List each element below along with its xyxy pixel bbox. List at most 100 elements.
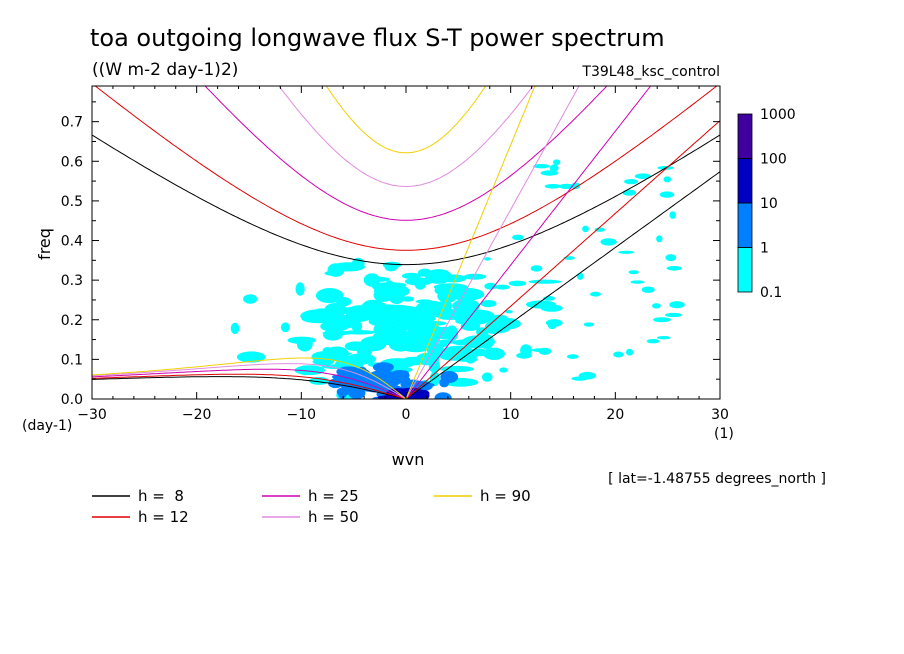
dispersion-curve-h8 (92, 134, 720, 399)
power-patch (428, 274, 442, 280)
power-patch (451, 339, 485, 346)
colorbar-swatch (737, 247, 753, 293)
x-unit-label: (1) (714, 426, 734, 442)
power-patch (384, 304, 413, 315)
power-patch (445, 325, 459, 342)
power-patch (415, 299, 433, 304)
power-patch (319, 290, 338, 298)
kelvin-curve-h8 (405, 171, 720, 399)
dispersion-curves (92, 86, 720, 399)
power-speck (530, 265, 543, 272)
x-tick-label: 30 (711, 407, 729, 423)
power-patch (480, 300, 497, 308)
dispersion-curve-h12 (92, 86, 720, 399)
power-speck (545, 319, 563, 327)
power-patch (398, 319, 419, 330)
power-patch (379, 282, 407, 288)
chart-subtitle: ((W m-2 day-1)2) (92, 60, 238, 80)
power-patch (280, 322, 290, 333)
power-patch (323, 329, 343, 341)
y-tick-label: 0.0 (61, 392, 83, 408)
colorbar-label: 10 (760, 196, 778, 212)
power-patch (499, 367, 508, 373)
power-speck (512, 234, 524, 241)
power-patch (236, 351, 266, 363)
power-speck (553, 159, 561, 165)
power-patch (463, 273, 487, 280)
power-patch (346, 309, 360, 316)
kelvin-curve-h25 (405, 86, 652, 399)
legend-item-h12: h = 12 (92, 508, 189, 526)
x-tick-label: −10 (287, 407, 317, 423)
colorbar: 0.1 1 10 100 1000 (737, 107, 796, 301)
power-patch (378, 386, 393, 392)
power-patch (428, 359, 440, 373)
power-patch (357, 366, 368, 376)
power-patch (481, 372, 493, 382)
rossby-curve-h25 (92, 368, 407, 399)
power-patch (312, 358, 335, 366)
power-speck (659, 191, 675, 198)
power-patch (390, 331, 405, 336)
power-speck (626, 348, 634, 356)
legend-item-h90: h = 90 (434, 487, 531, 505)
power-patch (372, 362, 394, 373)
power-speck (582, 225, 589, 233)
power-specks (437, 159, 685, 381)
power-patch (495, 284, 510, 290)
power-patch (320, 320, 349, 332)
legend-label: h = 90 (480, 487, 531, 505)
power-patch (399, 370, 409, 377)
power-patch (439, 274, 467, 283)
power-speck (622, 189, 637, 196)
power-speck (577, 272, 584, 280)
power-speck (594, 227, 605, 232)
power-speck (630, 280, 645, 284)
power-patch (406, 387, 424, 399)
power-speck (484, 282, 497, 290)
y-tick-label: 0.7 (61, 115, 83, 131)
chart-title: toa outgoing longwave flux S-T power spe… (90, 24, 665, 52)
kelvin-curve-h50 (405, 86, 580, 399)
ig-curve-h50 (278, 86, 534, 188)
power-patch (434, 392, 452, 399)
kelvin-curve-h90 (405, 86, 536, 399)
power-patch (380, 374, 400, 386)
power-patch (401, 272, 422, 279)
power-speck (665, 254, 677, 262)
power-patch (404, 277, 433, 286)
power-patch (394, 312, 430, 321)
power-speck (646, 339, 660, 344)
power-speck (590, 291, 601, 297)
ig-curve-h25 (204, 86, 608, 221)
power-speck (583, 322, 594, 327)
plot-area (92, 86, 720, 399)
run-label: T39L48_ksc_control (581, 64, 720, 80)
colorbar-swatch (737, 113, 753, 159)
power-speck (664, 312, 683, 318)
power-patch (351, 320, 363, 333)
y-tick-label: 0.2 (61, 313, 83, 329)
power-speck (531, 348, 549, 353)
power-speck (653, 317, 671, 323)
power-patch (295, 282, 305, 296)
power-speck (533, 164, 550, 169)
power-patch (362, 301, 386, 308)
power-speck (618, 250, 635, 254)
colorbar-label: 100 (760, 152, 787, 168)
power-patch (336, 297, 352, 307)
power-speck (566, 354, 579, 359)
power-patch (465, 309, 495, 323)
colorbar-label: 1000 (760, 107, 796, 123)
power-speck (634, 173, 652, 179)
rossby-curve-h12 (92, 373, 407, 399)
legend: h = 8 h = 12 h = 25 h = 50 h = 90 (92, 487, 531, 526)
colorbar-swatch (737, 202, 753, 248)
power-patch (415, 334, 428, 347)
y-tick-label: 0.3 (61, 273, 83, 289)
power-speck (669, 301, 685, 309)
power-patch (483, 347, 505, 360)
power-patch (363, 273, 381, 287)
kelvin-curve-h12 (405, 120, 720, 399)
power-patch (401, 296, 415, 302)
